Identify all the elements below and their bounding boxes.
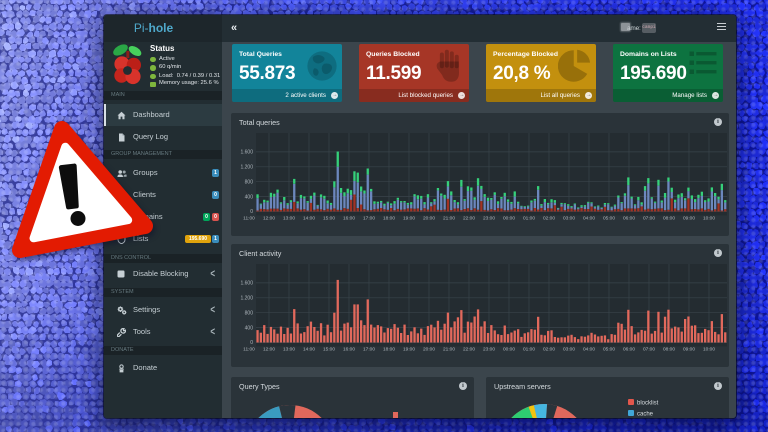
svg-text:09:00: 09:00: [683, 216, 695, 222]
svg-text:07:00: 07:00: [643, 216, 655, 222]
svg-text:1.200: 1.200: [240, 165, 253, 171]
svg-text:blocklist: blocklist: [637, 401, 659, 407]
svg-text:400: 400: [245, 325, 254, 331]
svg-text:18:00: 18:00: [383, 216, 395, 222]
svg-text:02:00: 02:00: [543, 347, 555, 353]
svg-text:cache: cache: [637, 412, 654, 418]
svg-text:1.600: 1.600: [240, 150, 253, 156]
svg-text:0: 0: [250, 340, 253, 346]
svg-text:1.600: 1.600: [240, 281, 253, 287]
svg-text:05:00: 05:00: [603, 216, 615, 222]
svg-text:10:00: 10:00: [703, 347, 715, 353]
svg-text:05:00: 05:00: [603, 347, 615, 353]
svg-text:08:00: 08:00: [663, 347, 675, 353]
svg-text:21:00: 21:00: [443, 347, 455, 353]
svg-text:10:00: 10:00: [703, 216, 715, 222]
svg-text:02:00: 02:00: [543, 216, 555, 222]
svg-text:07:00: 07:00: [643, 347, 655, 353]
svg-text:01:00: 01:00: [523, 347, 535, 353]
svg-text:0: 0: [250, 209, 253, 215]
svg-text:17:00: 17:00: [363, 347, 375, 353]
svg-text:11:00: 11:00: [243, 216, 255, 222]
svg-text:12:00: 12:00: [263, 216, 275, 222]
svg-text:11:00: 11:00: [243, 347, 255, 353]
svg-text:15:00: 15:00: [323, 216, 335, 222]
svg-text:800: 800: [245, 179, 254, 185]
svg-text:01:00: 01:00: [523, 216, 535, 222]
svg-text:18:00: 18:00: [383, 347, 395, 353]
svg-text:06:00: 06:00: [623, 216, 635, 222]
svg-text:03:00: 03:00: [563, 216, 575, 222]
svg-text:16:00: 16:00: [343, 216, 355, 222]
svg-text:08:00: 08:00: [663, 216, 675, 222]
svg-text:23:00: 23:00: [483, 216, 495, 222]
svg-text:00:00: 00:00: [503, 216, 515, 222]
svg-text:04:00: 04:00: [583, 347, 595, 353]
svg-text:19:00: 19:00: [403, 347, 415, 353]
svg-text:22:00: 22:00: [463, 347, 475, 353]
svg-text:22:00: 22:00: [463, 216, 475, 222]
svg-text:20:00: 20:00: [423, 347, 435, 353]
svg-text:21:00: 21:00: [443, 216, 455, 222]
svg-text:19:00: 19:00: [403, 216, 415, 222]
svg-text:13:00: 13:00: [283, 216, 295, 222]
svg-text:06:00: 06:00: [623, 347, 635, 353]
svg-text:14:00: 14:00: [303, 347, 315, 353]
svg-text:12:00: 12:00: [263, 347, 275, 353]
svg-text:23:00: 23:00: [483, 347, 495, 353]
svg-text:13:00: 13:00: [283, 347, 295, 353]
svg-text:20:00: 20:00: [423, 216, 435, 222]
svg-text:00:00: 00:00: [503, 347, 515, 353]
svg-text:1.200: 1.200: [240, 296, 253, 302]
svg-text:03:00: 03:00: [563, 347, 575, 353]
svg-text:16:00: 16:00: [343, 347, 355, 353]
svg-text:15:00: 15:00: [323, 347, 335, 353]
svg-text:800: 800: [245, 310, 254, 316]
svg-text:17:00: 17:00: [363, 216, 375, 222]
svg-text:400: 400: [245, 194, 254, 200]
svg-text:09:00: 09:00: [683, 347, 695, 353]
svg-text:14:00: 14:00: [303, 216, 315, 222]
svg-text:04:00: 04:00: [583, 216, 595, 222]
